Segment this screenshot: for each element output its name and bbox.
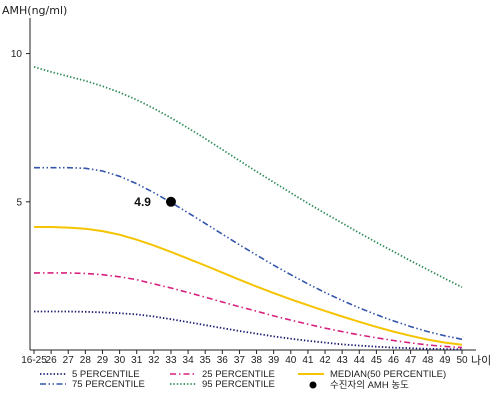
x-tick-label: 43	[337, 355, 349, 366]
x-tick-label: 45	[371, 355, 383, 366]
x-tick-label: 47	[405, 355, 417, 366]
x-tick-label: 36	[217, 355, 229, 366]
x-tick-label: 29	[97, 355, 109, 366]
x-tick-label: 34	[183, 355, 195, 366]
x-tick-label: 26	[46, 355, 58, 366]
legend-label: 25 PERCENTILE	[202, 369, 275, 380]
x-tick-label: 46	[388, 355, 400, 366]
x-tick-label: 40	[285, 355, 297, 366]
series-lines	[33, 66, 463, 351]
x-tick-label: 30	[114, 355, 126, 366]
series-line-75-percentile	[34, 166, 463, 341]
x-tick-label: 28	[80, 355, 92, 366]
x-tick-label: 33	[165, 355, 177, 366]
x-tick-label: 35	[200, 355, 212, 366]
legend-label: 95 PERCENTILE	[202, 379, 275, 390]
x-tick-label: 39	[268, 355, 280, 366]
highlight-group: 4.9	[134, 195, 176, 209]
series-line-5-percentile	[34, 310, 463, 351]
series-line-25-percentile	[34, 272, 463, 349]
x-tick-label: 37	[234, 355, 246, 366]
x-tick-label: 42	[319, 355, 331, 366]
y-axis-label: AMH(ng/ml)	[2, 4, 67, 17]
x-tick-label: 31	[131, 355, 143, 366]
y-tick-label: 10	[11, 49, 23, 60]
x-tick-label: 48	[422, 355, 434, 366]
legend-label-patient: 수진자의 AMH 농도	[330, 380, 409, 391]
series-line-95-percentile	[33, 66, 463, 289]
patient-amh-value-label: 4.9	[134, 195, 151, 209]
legend: 5 PERCENTILE 25 PERCENTILE MEDIAN(50 PERCE…	[40, 369, 446, 391]
x-tick-label: 41	[302, 355, 314, 366]
y-ticks: 5 10	[11, 49, 30, 208]
x-tick-label: 38	[251, 355, 263, 366]
legend-label: MEDIAN(50 PERCENTILE)	[330, 369, 446, 380]
series-line-median-50-percentile	[34, 226, 463, 346]
x-tick-label: 16-25	[21, 355, 47, 366]
legend-marker-swatch	[309, 381, 317, 389]
x-tick-label: 49	[439, 355, 451, 366]
x-tick-label: 32	[148, 355, 160, 366]
legend-label: 75 PERCENTILE	[72, 379, 145, 390]
x-tick-label: 27	[63, 355, 75, 366]
legend-label: 5 PERCENTILE	[72, 369, 140, 380]
x-tick-label: 44	[354, 355, 366, 366]
y-tick-label: 5	[16, 197, 22, 208]
axes	[29, 18, 476, 351]
patient-amh-marker	[165, 196, 176, 207]
x-axis-label: 나이	[471, 354, 491, 367]
x-tick-label: 50	[456, 355, 468, 366]
